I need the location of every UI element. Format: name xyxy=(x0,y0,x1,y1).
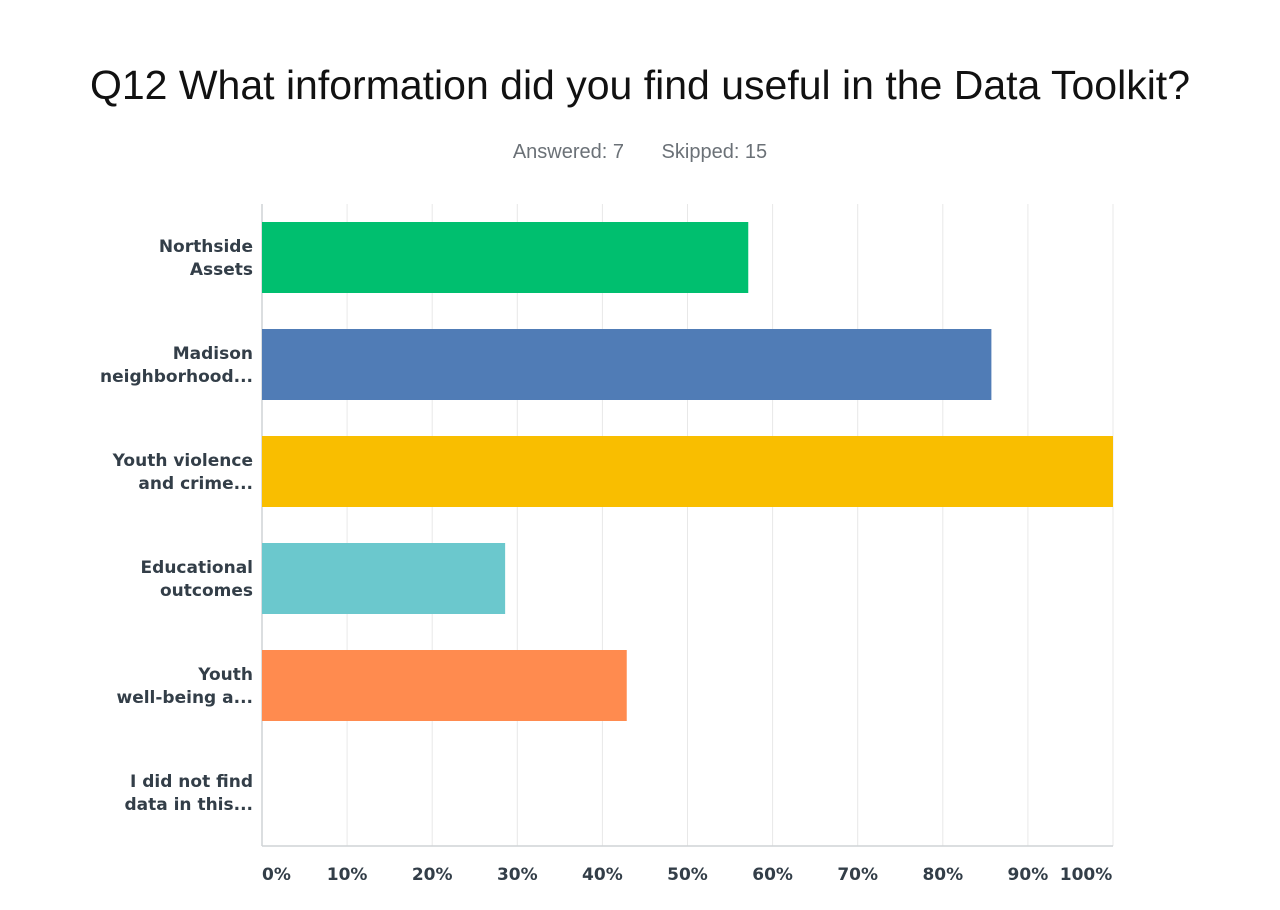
bar xyxy=(262,222,749,293)
x-tick-label: 20% xyxy=(412,865,453,885)
x-tick-label: 60% xyxy=(752,865,793,885)
category-label: Madison xyxy=(173,344,253,364)
category-label: outcomes xyxy=(160,581,253,601)
category-label: Assets xyxy=(190,260,253,280)
category-label: and crime... xyxy=(138,474,253,494)
category-label: neighborhood... xyxy=(100,367,253,387)
bar xyxy=(262,329,992,400)
skipped-count: Skipped: 15 xyxy=(661,141,768,163)
category-label: I did not find xyxy=(130,772,253,792)
chart-title: Q12 What information did you find useful… xyxy=(89,62,1191,108)
x-tick-label: 50% xyxy=(667,865,708,885)
bar xyxy=(262,543,506,614)
category-label: well-being a... xyxy=(116,688,253,708)
x-tick-label: 30% xyxy=(497,865,538,885)
x-tick-label: 70% xyxy=(837,865,878,885)
category-label: data in this... xyxy=(124,795,253,815)
x-tick-label: 0% xyxy=(262,865,291,885)
answered-count: Answered: 7 xyxy=(512,141,624,163)
category-label: Northside xyxy=(159,237,253,257)
x-tick-label: 90% xyxy=(1008,865,1049,885)
category-label: Educational xyxy=(141,558,253,578)
x-tick-label: 100% xyxy=(1060,865,1113,885)
response-summary: Answered: 7 Skipped: 15 xyxy=(0,141,1280,164)
x-tick-label: 10% xyxy=(327,865,368,885)
bar xyxy=(262,650,627,721)
x-tick-label: 40% xyxy=(582,865,623,885)
category-label: Youth violence xyxy=(112,451,253,471)
bar xyxy=(262,436,1113,507)
category-label: Youth xyxy=(197,665,253,685)
x-tick-label: 80% xyxy=(922,865,963,885)
